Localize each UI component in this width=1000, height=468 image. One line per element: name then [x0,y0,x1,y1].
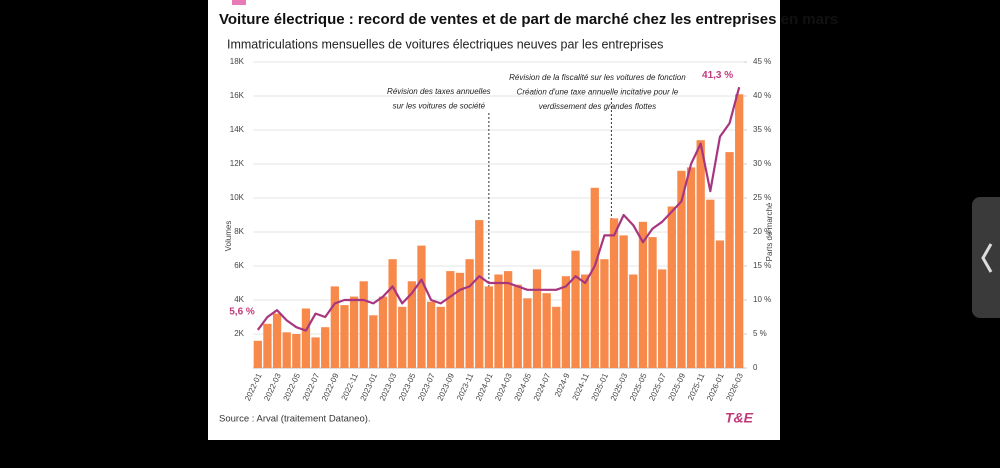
annotation-text: Création d'une taxe annuelle incitative … [517,88,679,97]
y-tick-label: 4K [234,295,244,304]
bar [349,296,359,368]
tab-marker [232,0,246,5]
bar [667,206,676,368]
y-axis-title: Volumes [224,221,233,252]
y-tick-label: 8K [234,227,244,236]
bar [455,272,465,368]
bar [272,313,282,368]
bar [407,281,416,368]
bar [677,170,686,368]
bar [513,284,522,368]
bar [301,308,311,368]
y-tick-label: 18K [230,57,245,66]
side-handle[interactable] [972,197,1000,318]
source: Source : Arval (traitement Dataneo). [219,414,371,425]
bar [311,337,320,368]
line [256,86,741,332]
bar [715,240,725,368]
y2-tick-label: 10 % [753,295,771,304]
bar [321,327,330,368]
bar [561,276,571,368]
y-tick-label: 16K [230,91,245,100]
chevron-icon[interactable] [981,243,993,273]
bar [706,199,715,368]
bar [735,94,744,369]
y-tick-label: 6K [234,261,244,270]
y2-tick-label: 45 % [753,57,771,66]
bar [523,298,532,368]
bar [398,306,407,368]
bar [359,281,368,368]
bar [686,167,696,368]
bar [253,340,262,368]
bar [426,301,436,368]
bar [609,218,619,368]
bar [629,274,638,368]
bar [503,271,513,368]
bar [446,271,455,368]
annotation-text: Révision de la fiscalité sur les voiture… [509,73,686,82]
y2-tick-label: 25 % [753,193,771,202]
bar [590,187,599,368]
bar [282,332,291,368]
bar [600,259,609,368]
y2-tick-label: 5 % [753,329,767,338]
bar [330,286,339,368]
y2-tick-label: 20 % [753,227,771,236]
bar [581,274,590,368]
y-tick-label: 2K [234,329,244,338]
value-label: 41,3 % [702,70,733,81]
logo: T&E [725,410,754,426]
y2-tick-label: 35 % [753,125,771,134]
y-tick-label: 10K [230,193,245,202]
bar [638,221,648,368]
y-tick-label: 12K [230,159,245,168]
bar [465,259,474,368]
bar [475,220,484,368]
bar [436,306,445,368]
bar [417,245,426,368]
bar [648,237,657,368]
bar [263,323,272,368]
bar [369,315,378,368]
y2-tick-label: 40 % [753,91,771,100]
bar [552,306,561,368]
bar [725,152,734,368]
bar [658,269,667,368]
annotation-text: Révision des taxes annuelles [387,87,491,96]
bar [696,140,705,368]
bar [292,334,301,368]
y2-tick-label: 15 % [753,261,771,270]
bar [388,259,397,368]
y2-axis-title: Parts de marché [765,202,774,261]
bar [571,250,580,368]
y-tick-label: 14K [230,125,245,134]
chart-subtitle: Immatriculations mensuelles de voitures … [227,37,663,51]
y2-tick-label: 30 % [753,159,771,168]
annotation-text: verdissement des grandes flottes [539,102,656,111]
value-label: 5,6 % [229,307,255,318]
bar [340,305,349,368]
bar [378,296,388,368]
y2-tick-label: 0 [753,363,758,372]
bar [542,293,551,368]
chart-title: Voiture électrique : record de ventes et… [219,11,838,28]
annotation-text: sur les voitures de société [393,102,486,111]
bar [484,286,494,368]
bar [619,235,628,368]
bar [532,269,542,368]
bar [494,274,503,368]
